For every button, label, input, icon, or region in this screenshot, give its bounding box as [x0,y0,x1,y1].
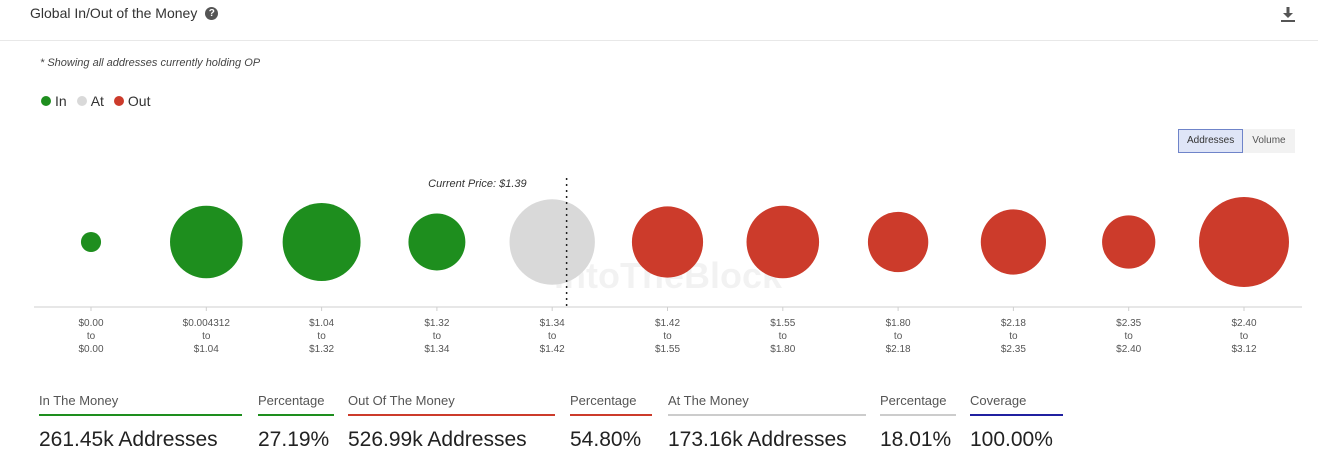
x-tick-label-10-2: to [1125,331,1134,342]
x-tick-label-5-2: to [548,331,557,342]
x-tick-label-2-1: $0.004312 [183,318,231,329]
metric-toggle: Addresses Volume [1178,129,1295,153]
x-tick-label-2-3: $1.04 [194,344,219,355]
bubble-6[interactable] [631,206,704,278]
x-tick-label-5-1: $1.34 [540,318,565,329]
x-tick-label-7-1: $1.55 [770,318,795,329]
x-tick-label-3-1: $1.04 [309,318,334,329]
bubble-chart: IntoTheBlock$0.00to$0.00$0.004312to$1.04… [34,178,1302,355]
addresses-toggle-button[interactable]: Addresses [1178,129,1244,153]
stat-1: In The Money 261.45k Addresses [39,393,242,452]
chart-header: Global In/Out of the Money ? [0,0,1318,41]
stat-label-2: Percentage [258,393,334,416]
chart-legend: In At Out [41,93,151,109]
x-tick-label-4-3: $1.34 [424,344,449,355]
current-price-label: Current Price: $1.39 [428,178,526,190]
question-circle-icon[interactable]: ? [205,6,219,20]
bubble-3[interactable] [282,203,361,281]
x-tick-label-7-2: to [779,331,788,342]
bubble-1[interactable] [80,231,102,253]
bubble-8[interactable] [867,211,929,273]
stat-value-3: 526.99k Addresses [348,428,527,451]
volume-toggle-button[interactable]: Volume [1243,129,1295,153]
stat-6: Percentage 18.01% [880,393,956,452]
x-tick-label-6-1: $1.42 [655,318,680,329]
x-tick-label-1-1: $0.00 [78,318,103,329]
x-tick-label-4-1: $1.32 [424,318,449,329]
stat-4: Percentage 54.80% [570,393,652,452]
x-tick-label-8-3: $2.18 [886,344,911,355]
chart-title: Global In/Out of the Money [30,5,198,21]
legend-label-in: In [55,93,67,109]
x-tick-label-10-1: $2.35 [1116,318,1141,329]
x-tick-label-8-1: $1.80 [886,318,911,329]
x-tick-label-6-2: to [663,331,672,342]
stat-label-1: In The Money [39,393,242,416]
stat-value-2: 27.19% [258,428,330,451]
holding-note: * Showing all addresses currently holdin… [40,57,261,69]
stat-value-6: 18.01% [880,428,952,451]
x-tick-label-7-3: $1.80 [770,344,795,355]
x-tick-label-3-3: $1.32 [309,344,334,355]
stat-value-4: 54.80% [570,428,642,451]
bubble-7[interactable] [746,205,820,279]
legend-dot-out [113,96,124,106]
stat-value-1: 261.45k Addresses [39,428,218,451]
x-tick-label-2-2: to [202,331,211,342]
x-tick-label-11-3: $3.12 [1231,344,1256,355]
x-tick-label-9-3: $2.35 [1001,344,1026,355]
bubble-2[interactable] [170,205,243,279]
x-tick-label-1-3: $0.00 [78,344,103,355]
legend-label-at: At [90,93,104,109]
stat-2: Percentage 27.19% [258,393,334,452]
stat-value-7: 100.00% [970,428,1053,451]
x-tick-label-9-2: to [1009,331,1018,342]
legend-dot-in [41,96,51,106]
bubble-5[interactable] [509,199,595,285]
legend-item-out[interactable]: Out [113,93,151,109]
chart-title-group: Global In/Out of the Money ? [30,5,219,21]
download-icon[interactable] [1278,4,1298,24]
x-tick-label-11-2: to [1240,331,1249,342]
stat-label-6: Percentage [880,393,956,416]
x-tick-label-9-1: $2.18 [1001,318,1026,329]
stat-label-7: Coverage [970,393,1063,416]
x-tick-label-5-3: $1.42 [540,344,565,355]
legend-item-at[interactable]: At [76,93,104,109]
stat-label-4: Percentage [570,393,652,416]
bubble-10[interactable] [1102,215,1156,269]
stat-value-5: 173.16k Addresses [668,428,847,451]
stat-3: Out Of The Money 526.99k Addresses [348,393,555,452]
legend-label-out: Out [127,93,151,109]
stat-5: At The Money 173.16k Addresses [668,393,866,452]
stat-7: Coverage 100.00% [970,393,1063,452]
bubble-11[interactable] [1199,197,1289,287]
x-tick-label-1-2: to [87,331,96,342]
x-tick-label-3-2: to [317,331,326,342]
x-tick-label-8-2: to [894,331,903,342]
x-tick-label-4-2: to [433,331,442,342]
legend-item-in[interactable]: In [41,93,67,109]
x-tick-label-10-3: $2.40 [1116,344,1141,355]
x-tick-label-6-3: $1.55 [655,344,680,355]
stat-label-5: At The Money [668,393,866,416]
stat-label-3: Out Of The Money [348,393,555,416]
x-tick-label-11-1: $2.40 [1231,318,1256,329]
legend-dot-at [76,96,87,106]
bubble-4[interactable] [408,213,466,271]
bubble-9[interactable] [980,209,1047,275]
